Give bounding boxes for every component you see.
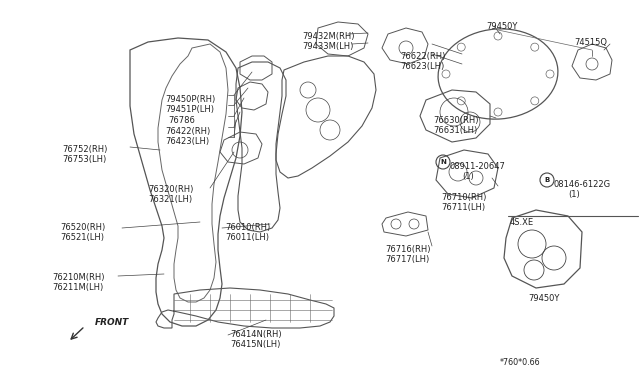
Text: 76423(LH): 76423(LH) xyxy=(165,137,209,146)
Text: FRONT: FRONT xyxy=(95,318,129,327)
Text: 76710(RH): 76710(RH) xyxy=(441,193,486,202)
Text: 79450Y: 79450Y xyxy=(528,294,559,303)
Text: 76753(LH): 76753(LH) xyxy=(62,155,106,164)
Text: 4S.XE: 4S.XE xyxy=(510,218,534,227)
Text: 76321(LH): 76321(LH) xyxy=(148,195,192,204)
Text: 76422(RH): 76422(RH) xyxy=(165,127,211,136)
Text: 79433M(LH): 79433M(LH) xyxy=(302,42,353,51)
Text: 76622(RH): 76622(RH) xyxy=(400,52,445,61)
Text: 79450P(RH): 79450P(RH) xyxy=(165,95,215,104)
Text: 79432M(RH): 79432M(RH) xyxy=(302,32,355,41)
Text: 76011(LH): 76011(LH) xyxy=(225,233,269,242)
Text: 76630(RH): 76630(RH) xyxy=(433,116,479,125)
Text: 76521(LH): 76521(LH) xyxy=(60,233,104,242)
Text: 76623(LH): 76623(LH) xyxy=(400,62,444,71)
Text: 76520(RH): 76520(RH) xyxy=(60,223,105,232)
Text: *760*0.66: *760*0.66 xyxy=(500,358,541,367)
Text: 76786: 76786 xyxy=(168,116,195,125)
Text: 76711(LH): 76711(LH) xyxy=(441,203,485,212)
Text: 76716(RH): 76716(RH) xyxy=(385,245,431,254)
Text: 76010(RH): 76010(RH) xyxy=(225,223,270,232)
Text: 08911-20647: 08911-20647 xyxy=(449,162,505,171)
Text: 76414N(RH): 76414N(RH) xyxy=(230,330,282,339)
Text: 76415N(LH): 76415N(LH) xyxy=(230,340,280,349)
Text: (1): (1) xyxy=(462,172,474,181)
Text: 76320(RH): 76320(RH) xyxy=(148,185,193,194)
Text: 76210M(RH): 76210M(RH) xyxy=(52,273,104,282)
Text: N: N xyxy=(440,159,446,165)
Text: 08146-6122G: 08146-6122G xyxy=(554,180,611,189)
Text: 76717(LH): 76717(LH) xyxy=(385,255,429,264)
Text: 79451P(LH): 79451P(LH) xyxy=(165,105,214,114)
Text: 76211M(LH): 76211M(LH) xyxy=(52,283,103,292)
Text: 79450Y: 79450Y xyxy=(486,22,517,31)
Text: 76631(LH): 76631(LH) xyxy=(433,126,477,135)
Text: (1): (1) xyxy=(568,190,580,199)
Text: B: B xyxy=(545,177,550,183)
Text: 76752(RH): 76752(RH) xyxy=(62,145,108,154)
Text: 74515Q: 74515Q xyxy=(574,38,607,47)
